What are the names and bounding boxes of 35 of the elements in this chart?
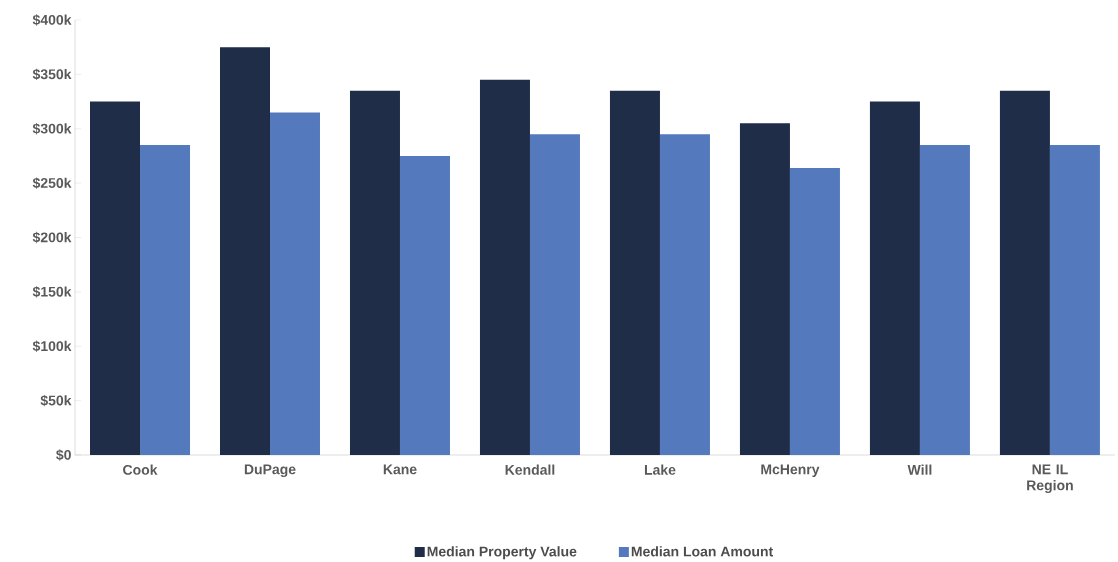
x-tick-label: NE IL Region — [1027, 464, 1073, 494]
x-tick-label: McHenry — [761, 464, 820, 478]
y-tick-label: $200k — [32, 231, 72, 244]
y-tick-label: $50k — [40, 394, 72, 407]
x-tick-label: DuPage — [244, 464, 296, 478]
bar — [219, 47, 270, 456]
bar — [739, 123, 790, 456]
bar — [609, 90, 660, 456]
bar — [1049, 145, 1100, 456]
legend-label: Median Property Value — [427, 546, 577, 560]
bar — [90, 101, 141, 456]
x-tick-label: Will — [907, 464, 932, 475]
bar — [140, 145, 191, 456]
bar — [479, 79, 530, 456]
bar — [869, 101, 920, 456]
y-tick-label: $150k — [32, 286, 72, 298]
x-tick-label: Kane — [383, 464, 417, 475]
bar — [919, 145, 970, 456]
y-tick-label: $250k — [32, 177, 72, 189]
y-tick-label: $400k — [32, 14, 72, 26]
bar — [399, 156, 450, 456]
y-tick-label: $300k — [32, 123, 72, 135]
x-tick-label: Kendall — [505, 464, 555, 475]
x-tick-label: Lake — [644, 464, 676, 475]
legend-label: Median Loan Amount — [631, 546, 774, 557]
bar — [529, 134, 580, 456]
bar — [659, 134, 710, 456]
bar — [999, 90, 1050, 456]
y-tick-label: $350k — [32, 68, 72, 81]
bar — [270, 112, 320, 456]
bar — [349, 90, 400, 456]
bar — [789, 167, 840, 456]
y-tick-label: $100k — [32, 340, 72, 353]
x-tick-label: Cook — [123, 464, 158, 475]
y-tick-label: $0 — [56, 449, 71, 461]
